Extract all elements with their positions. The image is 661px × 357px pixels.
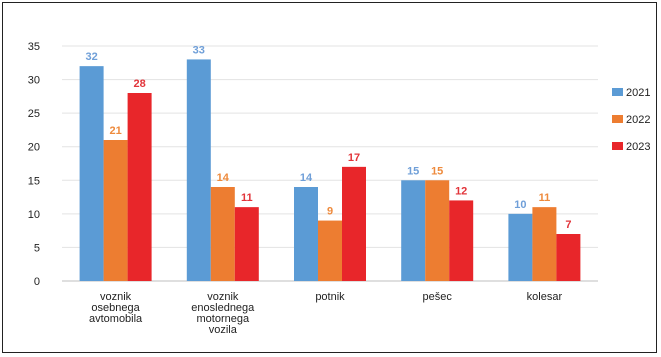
- bar-2021: [294, 187, 318, 281]
- data-label-2023: 7: [565, 219, 571, 231]
- bar-2022: [425, 180, 450, 281]
- bar-2022: [532, 207, 557, 281]
- x-tick-label: kolesar: [527, 291, 563, 303]
- x-tick-label: pešec: [423, 291, 453, 303]
- bar-2022: [318, 220, 342, 281]
- bar-2023: [342, 166, 366, 281]
- y-tick-label: 0: [34, 276, 40, 288]
- bar-2022: [103, 140, 128, 281]
- x-tick-label: potnik: [315, 291, 345, 303]
- legend-swatch-2023: [612, 142, 623, 150]
- y-tick-label: 10: [28, 209, 40, 221]
- x-tick-label: voznik: [100, 291, 132, 303]
- x-axis: voznikosebnegaavtomobilavoznikenosledneg…: [89, 291, 562, 336]
- y-tick-label: 25: [28, 108, 40, 120]
- legend-swatch-2022: [612, 115, 623, 123]
- y-tick-label: 5: [34, 242, 40, 254]
- legend: 2021 2022 2023: [612, 87, 650, 153]
- y-tick-label: 20: [28, 142, 40, 154]
- data-label-2022: 14: [217, 172, 230, 184]
- y-tick-label: 15: [28, 175, 40, 187]
- y-tick-label: 30: [28, 75, 40, 87]
- legend-label-2021: 2021: [626, 87, 650, 99]
- legend-label-2022: 2022: [626, 114, 650, 126]
- data-label-2023: 12: [455, 185, 467, 197]
- bar-2021: [508, 213, 533, 281]
- x-tick-label: enoslednega: [191, 302, 255, 314]
- bar-2021: [186, 59, 211, 281]
- x-tick-label: voznik: [207, 291, 239, 303]
- data-label-2023: 17: [348, 152, 360, 164]
- data-label-2021: 10: [514, 199, 526, 211]
- y-axis: 0 5 10 15 20 25 30 35: [28, 41, 40, 288]
- bar-2022: [210, 187, 235, 281]
- x-tick-label: motornega: [197, 313, 250, 325]
- bars: [79, 59, 581, 282]
- bar-2023: [234, 207, 259, 281]
- x-tick-label: osebnega: [91, 302, 140, 314]
- legend-label-2023: 2023: [626, 141, 650, 153]
- bar-2023: [449, 200, 474, 281]
- data-label-2023: 11: [241, 192, 253, 204]
- bar-2021: [401, 180, 426, 281]
- data-label-2022: 21: [109, 125, 121, 137]
- data-label-2023: 28: [133, 78, 145, 90]
- bar-2023: [556, 234, 581, 281]
- data-labels: 32 21 28 33 14 11 14 9 17 15 15 12 10 11 7: [85, 44, 571, 231]
- bar-2021: [79, 66, 104, 282]
- legend-swatch-2021: [612, 88, 623, 96]
- x-tick-label: avtomobila: [89, 313, 143, 325]
- bar-2023: [127, 93, 152, 281]
- data-label-2021: 15: [407, 165, 419, 177]
- data-label-2021: 33: [193, 44, 205, 56]
- data-label-2021: 32: [85, 51, 97, 63]
- x-tick-label: vozila: [209, 324, 238, 336]
- data-label-2022: 11: [539, 192, 551, 204]
- data-label-2022: 9: [327, 206, 333, 218]
- y-tick-label: 35: [28, 41, 40, 53]
- data-label-2021: 14: [300, 172, 313, 184]
- data-label-2022: 15: [431, 165, 443, 177]
